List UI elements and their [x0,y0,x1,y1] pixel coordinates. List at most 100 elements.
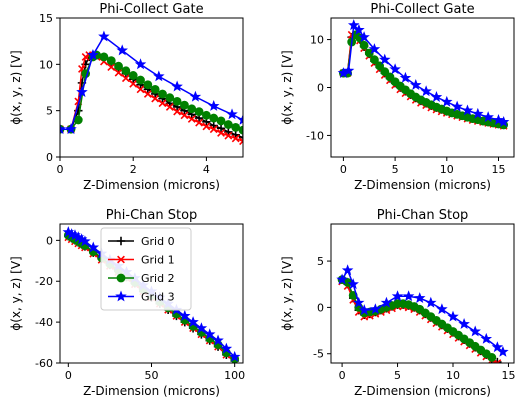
data-point [224,131,233,140]
data-point [99,52,109,62]
data-point [358,31,370,43]
y-tick-label: -5 [313,348,324,361]
data-point [220,342,233,354]
data-point [187,104,197,114]
data-point [447,310,459,322]
data-point [231,122,241,132]
data-point [391,290,404,302]
data-point [380,296,393,308]
data-point [65,123,77,135]
data-point [410,79,422,90]
x-tick-label: 10 [446,369,460,382]
x-tick-label: 4 [203,163,210,176]
axes-frame [59,223,244,364]
y-tick-label: -40 [35,316,53,329]
y-tick-label: 0 [317,82,324,95]
data-point [121,66,131,76]
data-point [491,341,504,353]
axes-frame [330,223,515,364]
series-grid-3 [337,19,510,127]
data-point [151,94,160,103]
data-point [187,115,196,123]
legend-marker [115,290,127,302]
data-point [180,100,189,110]
data-point [201,110,211,120]
data-point [173,107,182,116]
data-point [195,118,204,127]
legend-marker [117,255,125,264]
series-grid-3 [60,30,243,135]
data-point [436,303,448,315]
legend-label: Grid 2 [141,272,175,285]
legend-marker [116,236,126,246]
x-axis-label: Z-Dimension (microns) [354,384,491,398]
data-point [79,235,91,247]
data-point [226,108,238,120]
subplot-3: Phi-Chan Stop Z-Dimension (microns) ϕ(x, y… [9,208,245,398]
y-tick-label: -10 [306,129,324,142]
data-point [228,350,241,362]
y-tick-label: 15 [39,12,53,25]
x-tick-label: 15 [501,369,515,382]
data-point [172,97,182,106]
data-point [358,304,371,316]
legend-label: Grid 0 [141,235,175,248]
data-point [497,345,509,357]
data-point [158,99,167,108]
legend: Grid 0 Grid 1 Grid 2 Grid 3 [100,227,192,311]
legend-box [100,227,192,311]
axes-frame [330,17,515,158]
plot-area [60,30,243,146]
data-point [87,241,100,253]
subplot-2: Phi-Collect Gate Z-Dimension (microns) ϕ(x… [280,2,515,192]
data-point [480,332,493,344]
data-point [347,19,360,31]
data-point [76,86,88,98]
data-point [207,99,220,111]
x-tick-label: 0 [340,163,347,176]
data-point [143,90,152,98]
data-point [98,30,110,42]
data-point [150,84,160,94]
data-point [379,53,391,65]
y-axis-label: ϕ(x, y, z) [V] [9,256,23,330]
data-point [106,56,116,66]
y-tick-label: -20 [35,275,53,288]
data-point [165,93,175,103]
legend-marker [116,273,126,283]
data-point [425,296,437,308]
x-tick-label: 50 [145,369,159,382]
data-point [368,43,381,55]
data-point [212,334,224,346]
data-point [194,107,204,116]
y-axis-label: ϕ(x, y, z) [V] [280,256,294,330]
data-point [202,122,211,131]
data-point [136,75,145,85]
data-point [60,123,66,135]
data-point [116,44,128,56]
subplot-4: Phi-Chan Stop Z-Dimension (microns) ϕ(x, y… [280,208,515,398]
data-point [497,115,510,127]
data-point [153,70,165,82]
data-point [364,48,374,58]
subplot-1: Phi-Collect Gate Z-Dimension (microns) ϕ(x… [9,2,244,192]
legend-item: Grid 1 [108,254,175,267]
data-point [216,116,226,126]
data-point [352,296,365,308]
data-point [231,134,240,143]
y-tick-label: 10 [39,58,53,71]
y-tick-label: 0 [46,234,53,247]
legend-item: Grid 3 [108,290,175,304]
y-tick-label: 10 [310,34,324,47]
data-point [209,113,219,123]
data-point [399,71,412,83]
data-point [472,107,484,119]
x-axis-label: Z-Dimension (microns) [83,384,220,398]
data-point [420,85,432,97]
data-point [342,64,355,76]
data-point [128,71,138,80]
data-point [180,111,189,120]
data-point [187,316,199,328]
x-tick-label: 2 [130,163,137,176]
y-axis-label: ϕ(x, y, z) [V] [280,50,294,124]
